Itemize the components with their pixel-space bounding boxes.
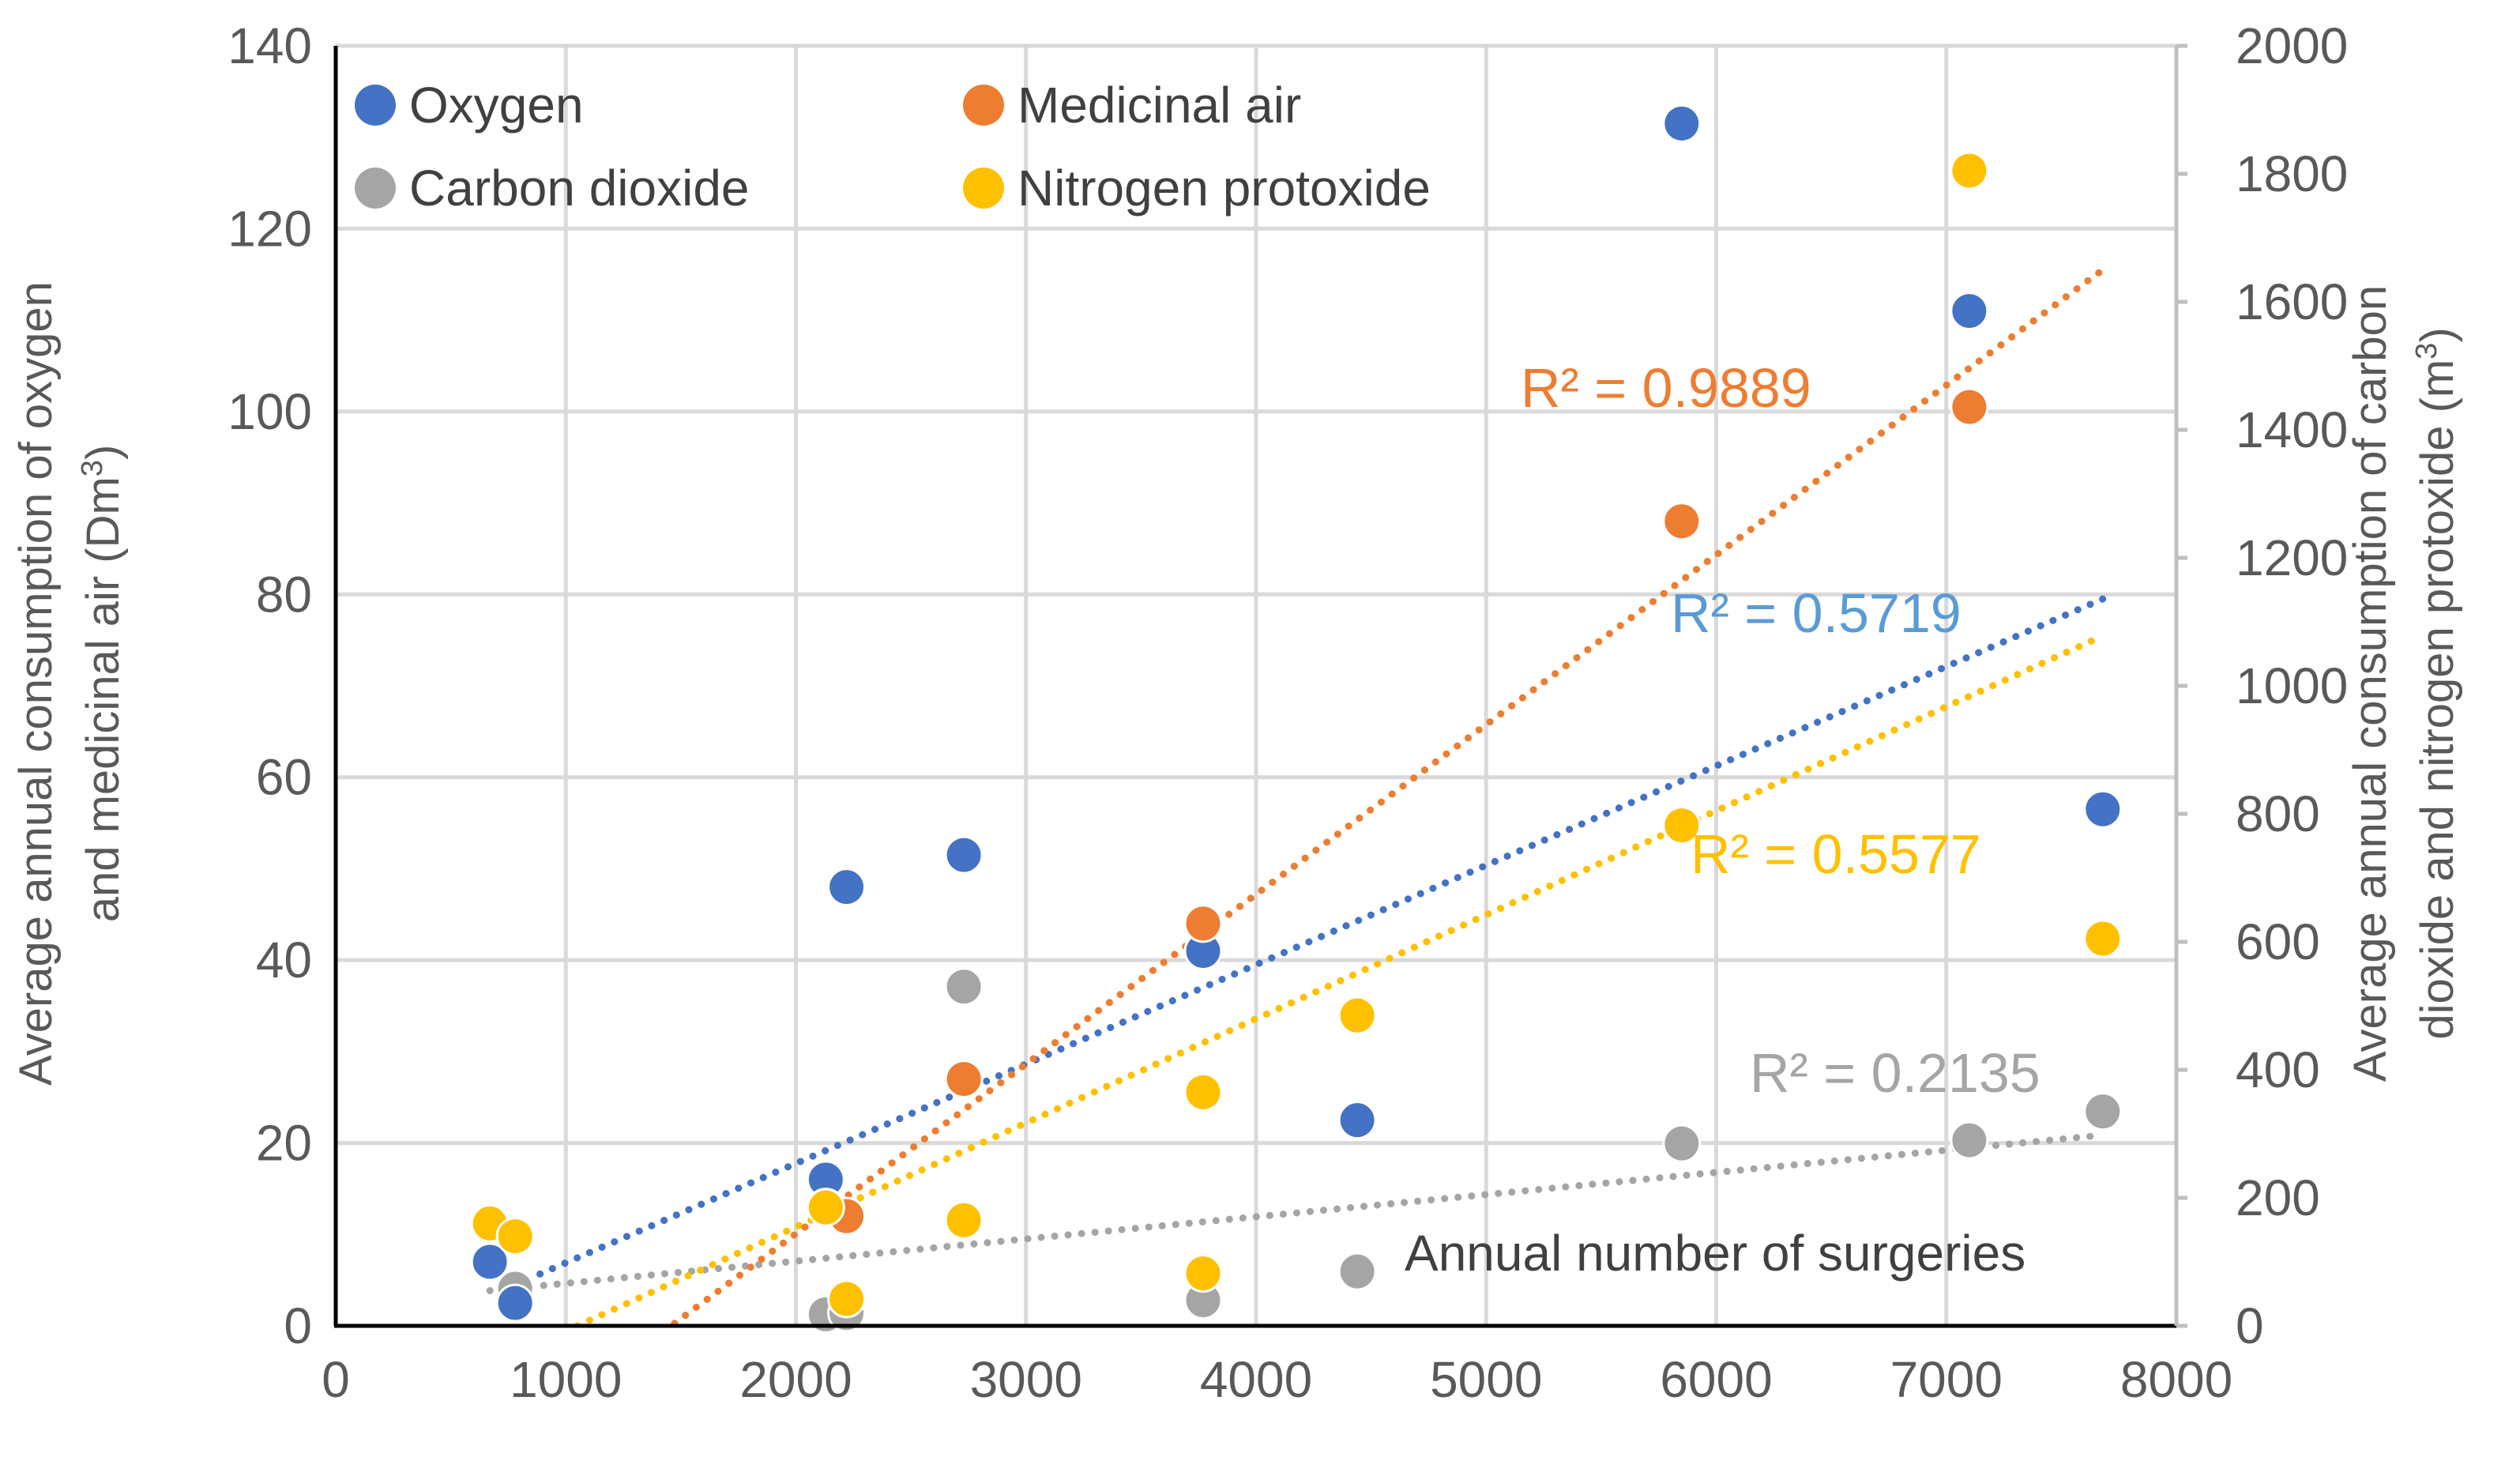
y-right-axis-title: Average annual consumption of carbon (2345, 285, 2396, 1082)
trendline-carbon-dioxide (486, 1131, 2107, 1294)
point-oxygen (944, 835, 984, 875)
legend-marker-nitrogen-protoxide (963, 168, 1004, 209)
point-oxygen (495, 1283, 535, 1323)
trendline-nitrogen-protoxide (574, 632, 2107, 1326)
point-carbon-dioxide (1662, 1124, 1702, 1163)
legend-marker-oxygen (355, 85, 396, 126)
y-right-tick-label: 1000 (2236, 657, 2348, 714)
point-oxygen (1337, 1101, 1377, 1140)
y-right-tick-label: 2000 (2236, 17, 2348, 74)
y-right-tick-label: 800 (2236, 785, 2320, 842)
legend-marker-carbon-dioxide (355, 168, 396, 209)
y-right-tick-label: 1800 (2236, 145, 2348, 202)
tick-labels: 0 1000 2000 3000 4000 5000 6000 7000 80000204060… (228, 17, 2348, 1408)
point-carbon-dioxide (1950, 1120, 1989, 1160)
point-carbon-dioxide (944, 967, 984, 1007)
x-tick-label: 5000 (1430, 1351, 1542, 1408)
y-right-tick-label: 400 (2236, 1041, 2320, 1098)
y-right-tick-label: 1400 (2236, 401, 2348, 458)
point-nitrogen-protoxide (827, 1279, 867, 1319)
legend: Oxygen Medicinal air Carbon dioxide Nitr… (355, 77, 1431, 216)
axes (333, 43, 2187, 1328)
point-carbon-dioxide (2083, 1092, 2123, 1131)
x-tick-label: 6000 (1660, 1351, 1772, 1408)
trendlines (486, 266, 2107, 1326)
x-tick-label: 2000 (739, 1351, 852, 1408)
y-left-tick-label: 0 (284, 1297, 312, 1354)
x-tick-label: 0 (322, 1351, 350, 1408)
point-nitrogen-protoxide (1662, 806, 1702, 845)
y-left-axis-title-line2: and medicinal air (Dm3) (76, 445, 129, 923)
point-nitrogen-protoxide (1337, 996, 1377, 1035)
y-left-tick-label: 20 (256, 1115, 312, 1172)
y-left-tick-label: 60 (256, 749, 312, 806)
point-nitrogen-protoxide (1183, 1072, 1223, 1112)
y-left-tick-label: 140 (228, 17, 312, 74)
r2-label-medicinal-air: R² = 0.9889 (1521, 357, 1811, 419)
trendline-oxygen (511, 595, 2107, 1289)
y-right-tick-label: 200 (2236, 1169, 2320, 1226)
point-nitrogen-protoxide (495, 1217, 535, 1256)
r2-label-carbon-dioxide: R² = 0.2135 (1750, 1042, 2040, 1104)
x-tick-label: 8000 (2120, 1351, 2232, 1408)
data-points (470, 104, 2123, 1334)
y-right-tick-label: 1200 (2236, 529, 2348, 586)
legend-marker-medicinal-air (963, 85, 1004, 126)
trendline-medicinal-air (665, 266, 2107, 1326)
legend-label-oxygen: Oxygen (409, 77, 584, 134)
point-carbon-dioxide (1337, 1252, 1377, 1291)
annotation-annual-surgeries: Annual number of surgeries (1405, 1225, 2025, 1282)
y-right-tick-label: 1600 (2236, 273, 2348, 330)
y-right-tick-label: 600 (2236, 913, 2320, 970)
point-nitrogen-protoxide (1183, 1254, 1223, 1293)
x-tick-label: 1000 (510, 1351, 622, 1408)
y-left-tick-label: 100 (228, 383, 312, 440)
legend-label-nitrogen-protoxide: Nitrogen protoxide (1017, 160, 1431, 216)
point-nitrogen-protoxide (1950, 151, 1989, 190)
gridlines (336, 43, 2179, 1326)
y-left-tick-label: 120 (228, 200, 312, 257)
x-tick-label: 4000 (1200, 1351, 1312, 1408)
y-left-tick-label: 80 (256, 566, 312, 623)
point-nitrogen-protoxide (806, 1188, 845, 1227)
point-oxygen (2083, 789, 2123, 829)
x-tick-label: 3000 (970, 1351, 1082, 1408)
r2-label-oxygen: R² = 0.5719 (1671, 582, 1961, 644)
point-medicinal-air (944, 1060, 984, 1099)
y-right-tick-label: 0 (2236, 1297, 2264, 1354)
legend-label-carbon-dioxide: Carbon dioxide (409, 160, 750, 216)
point-nitrogen-protoxide (2083, 919, 2123, 958)
point-oxygen (1950, 292, 1989, 331)
point-medicinal-air (1950, 387, 1989, 427)
y-left-axis-title: Average annual consumption of oxygen (10, 281, 62, 1086)
point-nitrogen-protoxide (944, 1200, 984, 1240)
y-right-axis-title-line2: dioxide and nitrogen protoxide (m3) (2410, 327, 2463, 1039)
x-tick-label: 7000 (1890, 1351, 2003, 1408)
y-left-tick-label: 40 (256, 932, 312, 988)
r2-label-nitrogen-protoxide: R² = 0.5577 (1691, 823, 1981, 885)
point-oxygen (1662, 104, 1702, 143)
legend-label-medicinal-air: Medicinal air (1017, 77, 1301, 134)
point-medicinal-air (1662, 502, 1702, 541)
point-oxygen (827, 868, 867, 907)
point-medicinal-air (1183, 904, 1223, 943)
point-oxygen (470, 1242, 510, 1282)
